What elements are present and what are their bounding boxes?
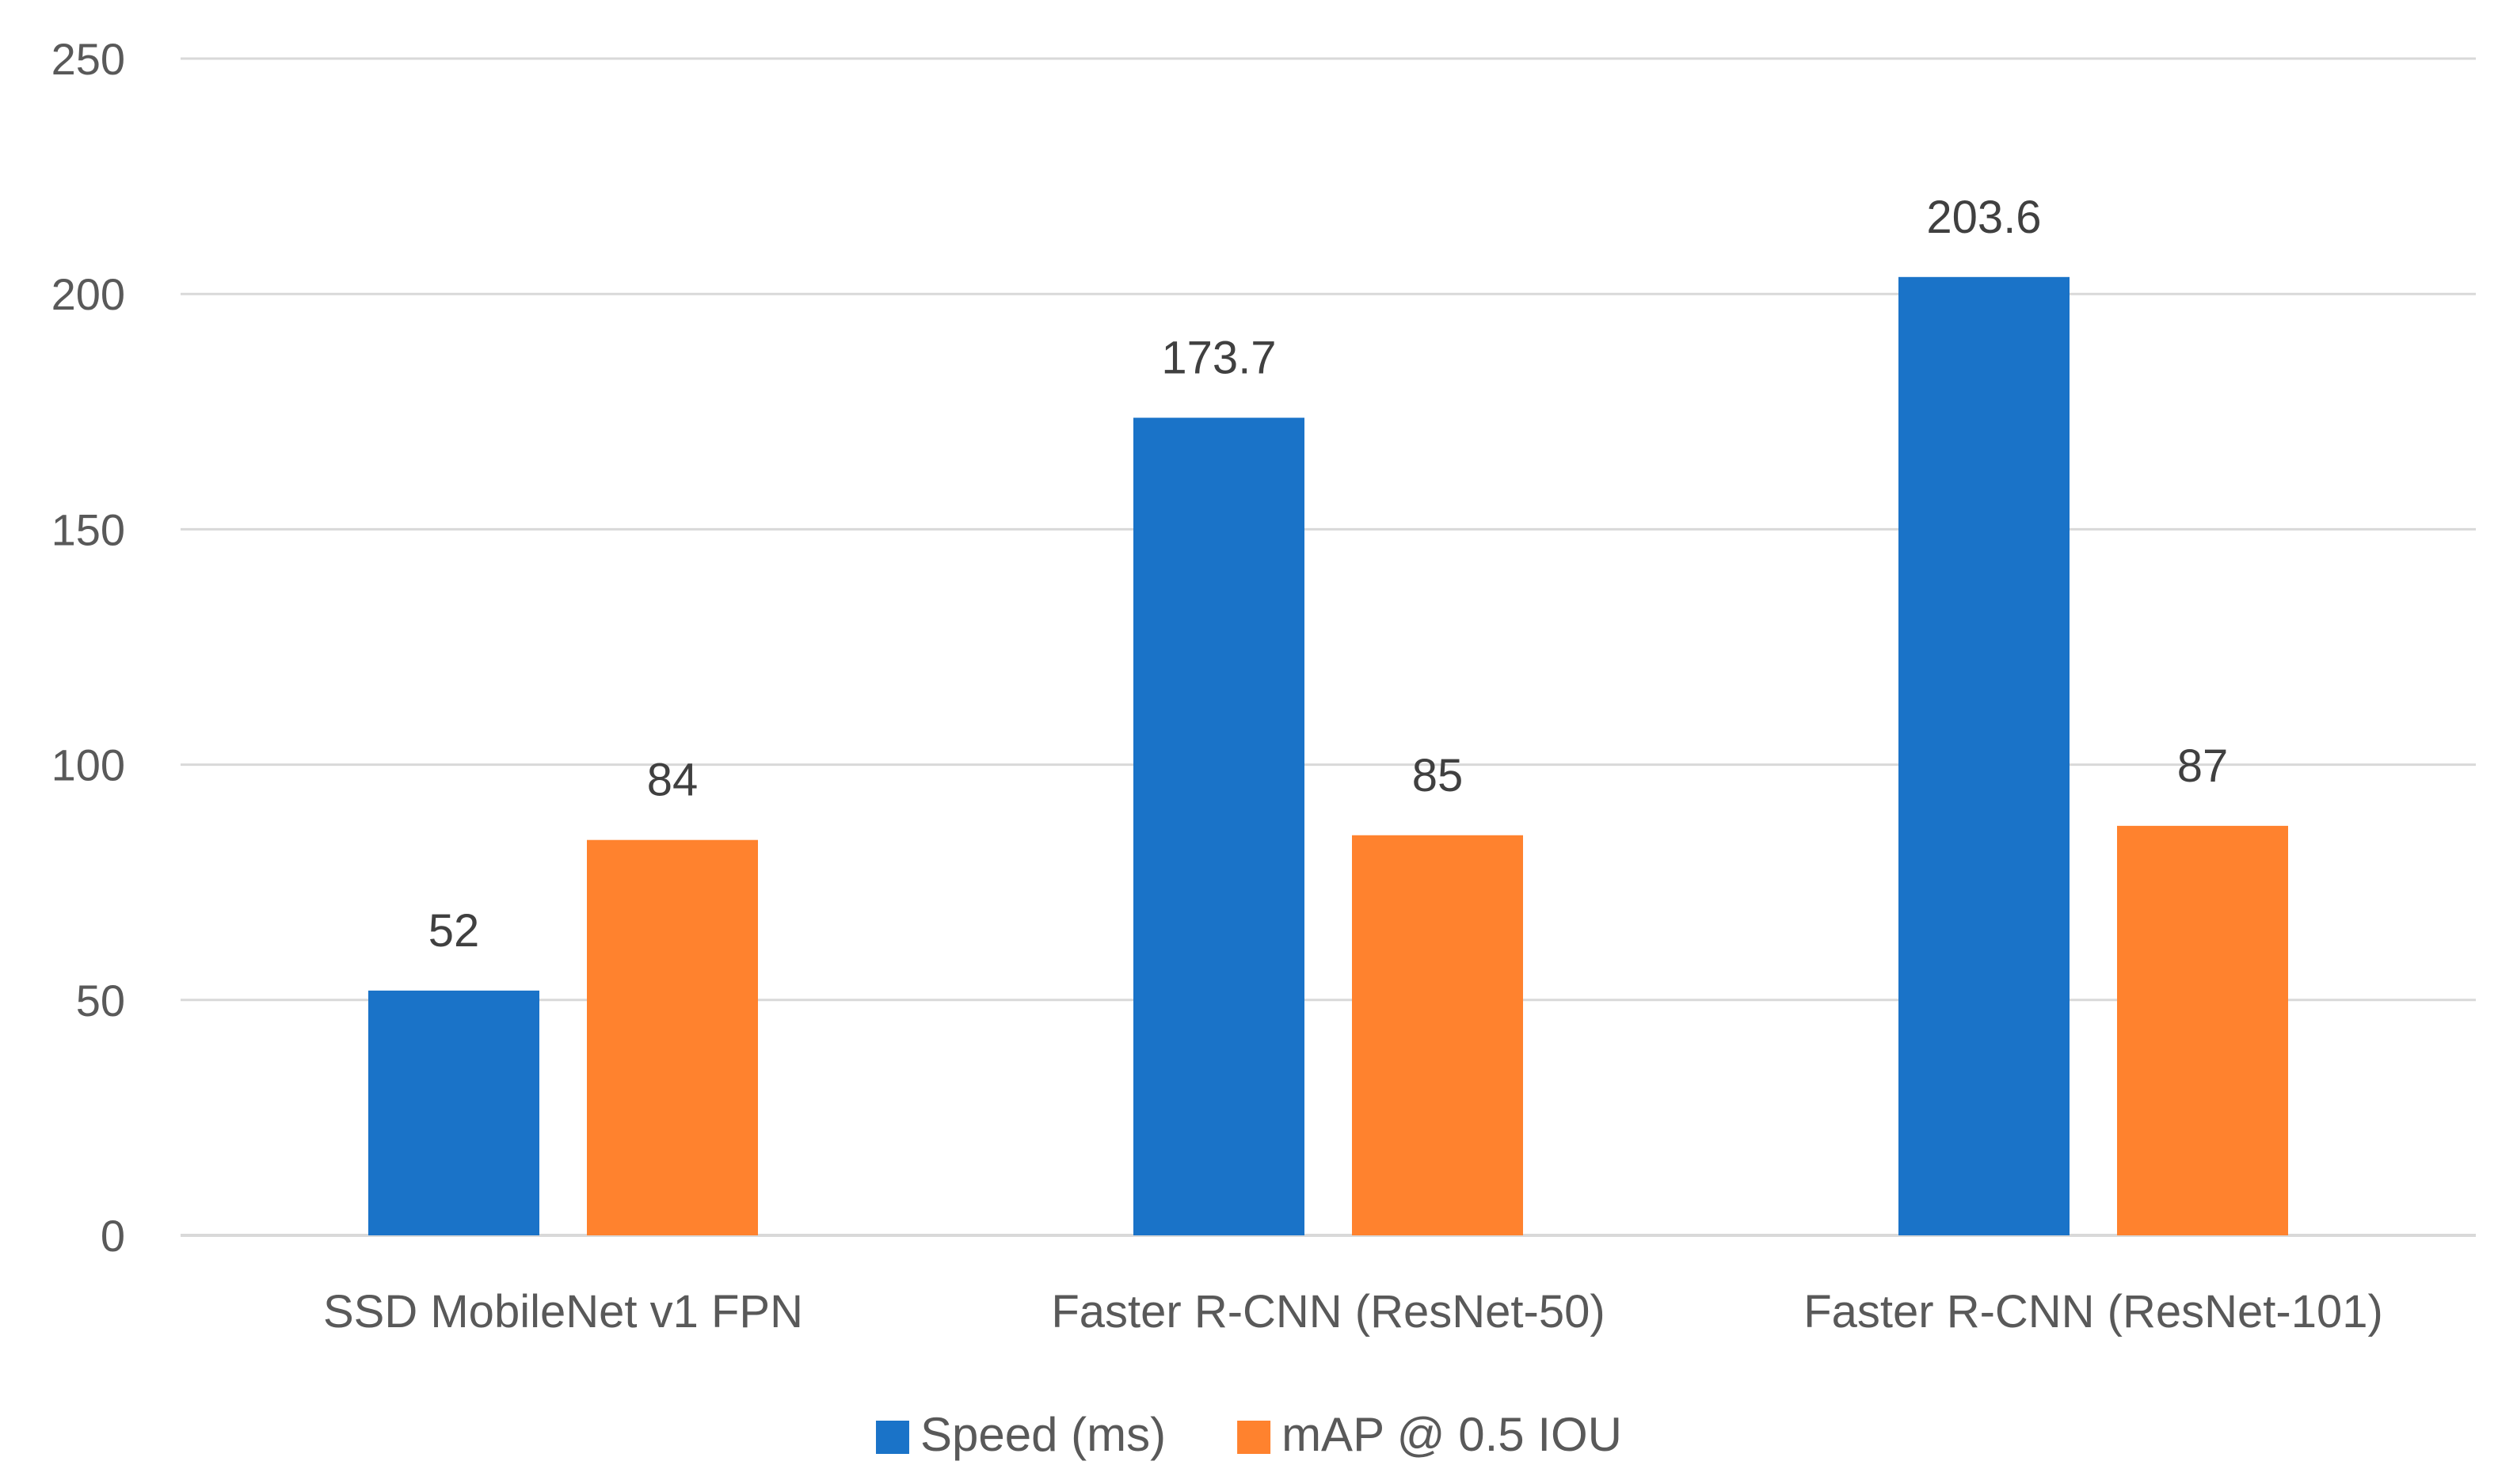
- data-label-speed-2: 203.6: [1926, 192, 2041, 243]
- x-category-label: Faster R-CNN (ResNet-50): [1051, 1286, 1605, 1338]
- data-label-map-2: 87: [2177, 740, 2229, 792]
- legend: Speed (ms) mAP @ 0.5 IOU: [875, 1408, 1622, 1461]
- gridlines: [181, 57, 2476, 1237]
- bar-speed-0: [368, 990, 539, 1235]
- bar-map-1: [1352, 835, 1523, 1235]
- x-category-label: Faster R-CNN (ResNet-101): [1803, 1286, 2383, 1338]
- y-axis-ticks: 0 50 100 150 200 250: [51, 34, 125, 1261]
- legend-label-speed: Speed (ms): [920, 1408, 1166, 1461]
- legend-label-map: mAP @ 0.5 IOU: [1281, 1408, 1622, 1461]
- legend-swatch-map: [1237, 1421, 1271, 1454]
- x-category-label: SSD MobileNet v1 FPN: [323, 1286, 803, 1338]
- y-tick-label: 150: [51, 504, 125, 554]
- y-tick-label: 0: [101, 1211, 125, 1261]
- bar-speed-2: [1898, 276, 2070, 1235]
- y-tick-label: 50: [76, 976, 125, 1025]
- bar-map-2: [2117, 825, 2288, 1235]
- bars: [368, 276, 2288, 1235]
- data-label-map-0: 84: [647, 755, 699, 806]
- data-label-speed-1: 173.7: [1161, 333, 1276, 384]
- x-axis-categories: SSD MobileNet v1 FPN Faster R-CNN (ResNet…: [323, 1286, 2383, 1338]
- bar-map-0: [587, 839, 758, 1235]
- data-label-speed-0: 52: [428, 905, 480, 957]
- y-tick-label: 100: [51, 740, 125, 790]
- data-labels: 52 84 173.7 85 203.6 87: [428, 192, 2229, 957]
- y-tick-label: 200: [51, 269, 125, 319]
- bar-speed-1: [1133, 417, 1304, 1235]
- y-tick-label: 250: [51, 34, 125, 84]
- data-label-map-1: 85: [1412, 750, 1464, 801]
- legend-swatch-speed: [875, 1421, 909, 1454]
